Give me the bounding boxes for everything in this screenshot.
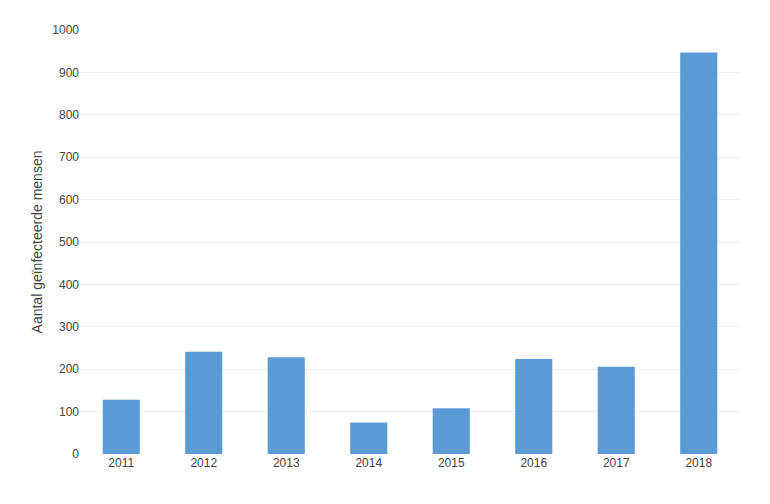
svg-text:2012: 2012	[190, 456, 217, 470]
svg-text:2015: 2015	[438, 456, 465, 470]
svg-text:0: 0	[72, 447, 79, 461]
svg-text:900: 900	[59, 66, 79, 80]
svg-text:800: 800	[59, 108, 79, 122]
svg-text:2014: 2014	[355, 456, 382, 470]
svg-text:300: 300	[59, 320, 79, 334]
svg-text:200: 200	[59, 362, 79, 376]
svg-text:400: 400	[59, 278, 79, 292]
svg-text:2013: 2013	[273, 456, 300, 470]
svg-text:600: 600	[59, 193, 79, 207]
svg-text:100: 100	[59, 405, 79, 419]
svg-text:500: 500	[59, 235, 79, 249]
svg-text:Aantal geïnfecteerde mensen: Aantal geïnfecteerde mensen	[29, 151, 45, 334]
svg-text:2017: 2017	[603, 456, 630, 470]
svg-text:1000: 1000	[52, 23, 79, 37]
svg-text:700: 700	[59, 150, 79, 164]
svg-text:2011: 2011	[108, 456, 134, 470]
svg-text:2018: 2018	[685, 456, 712, 470]
svg-text:2016: 2016	[520, 456, 547, 470]
